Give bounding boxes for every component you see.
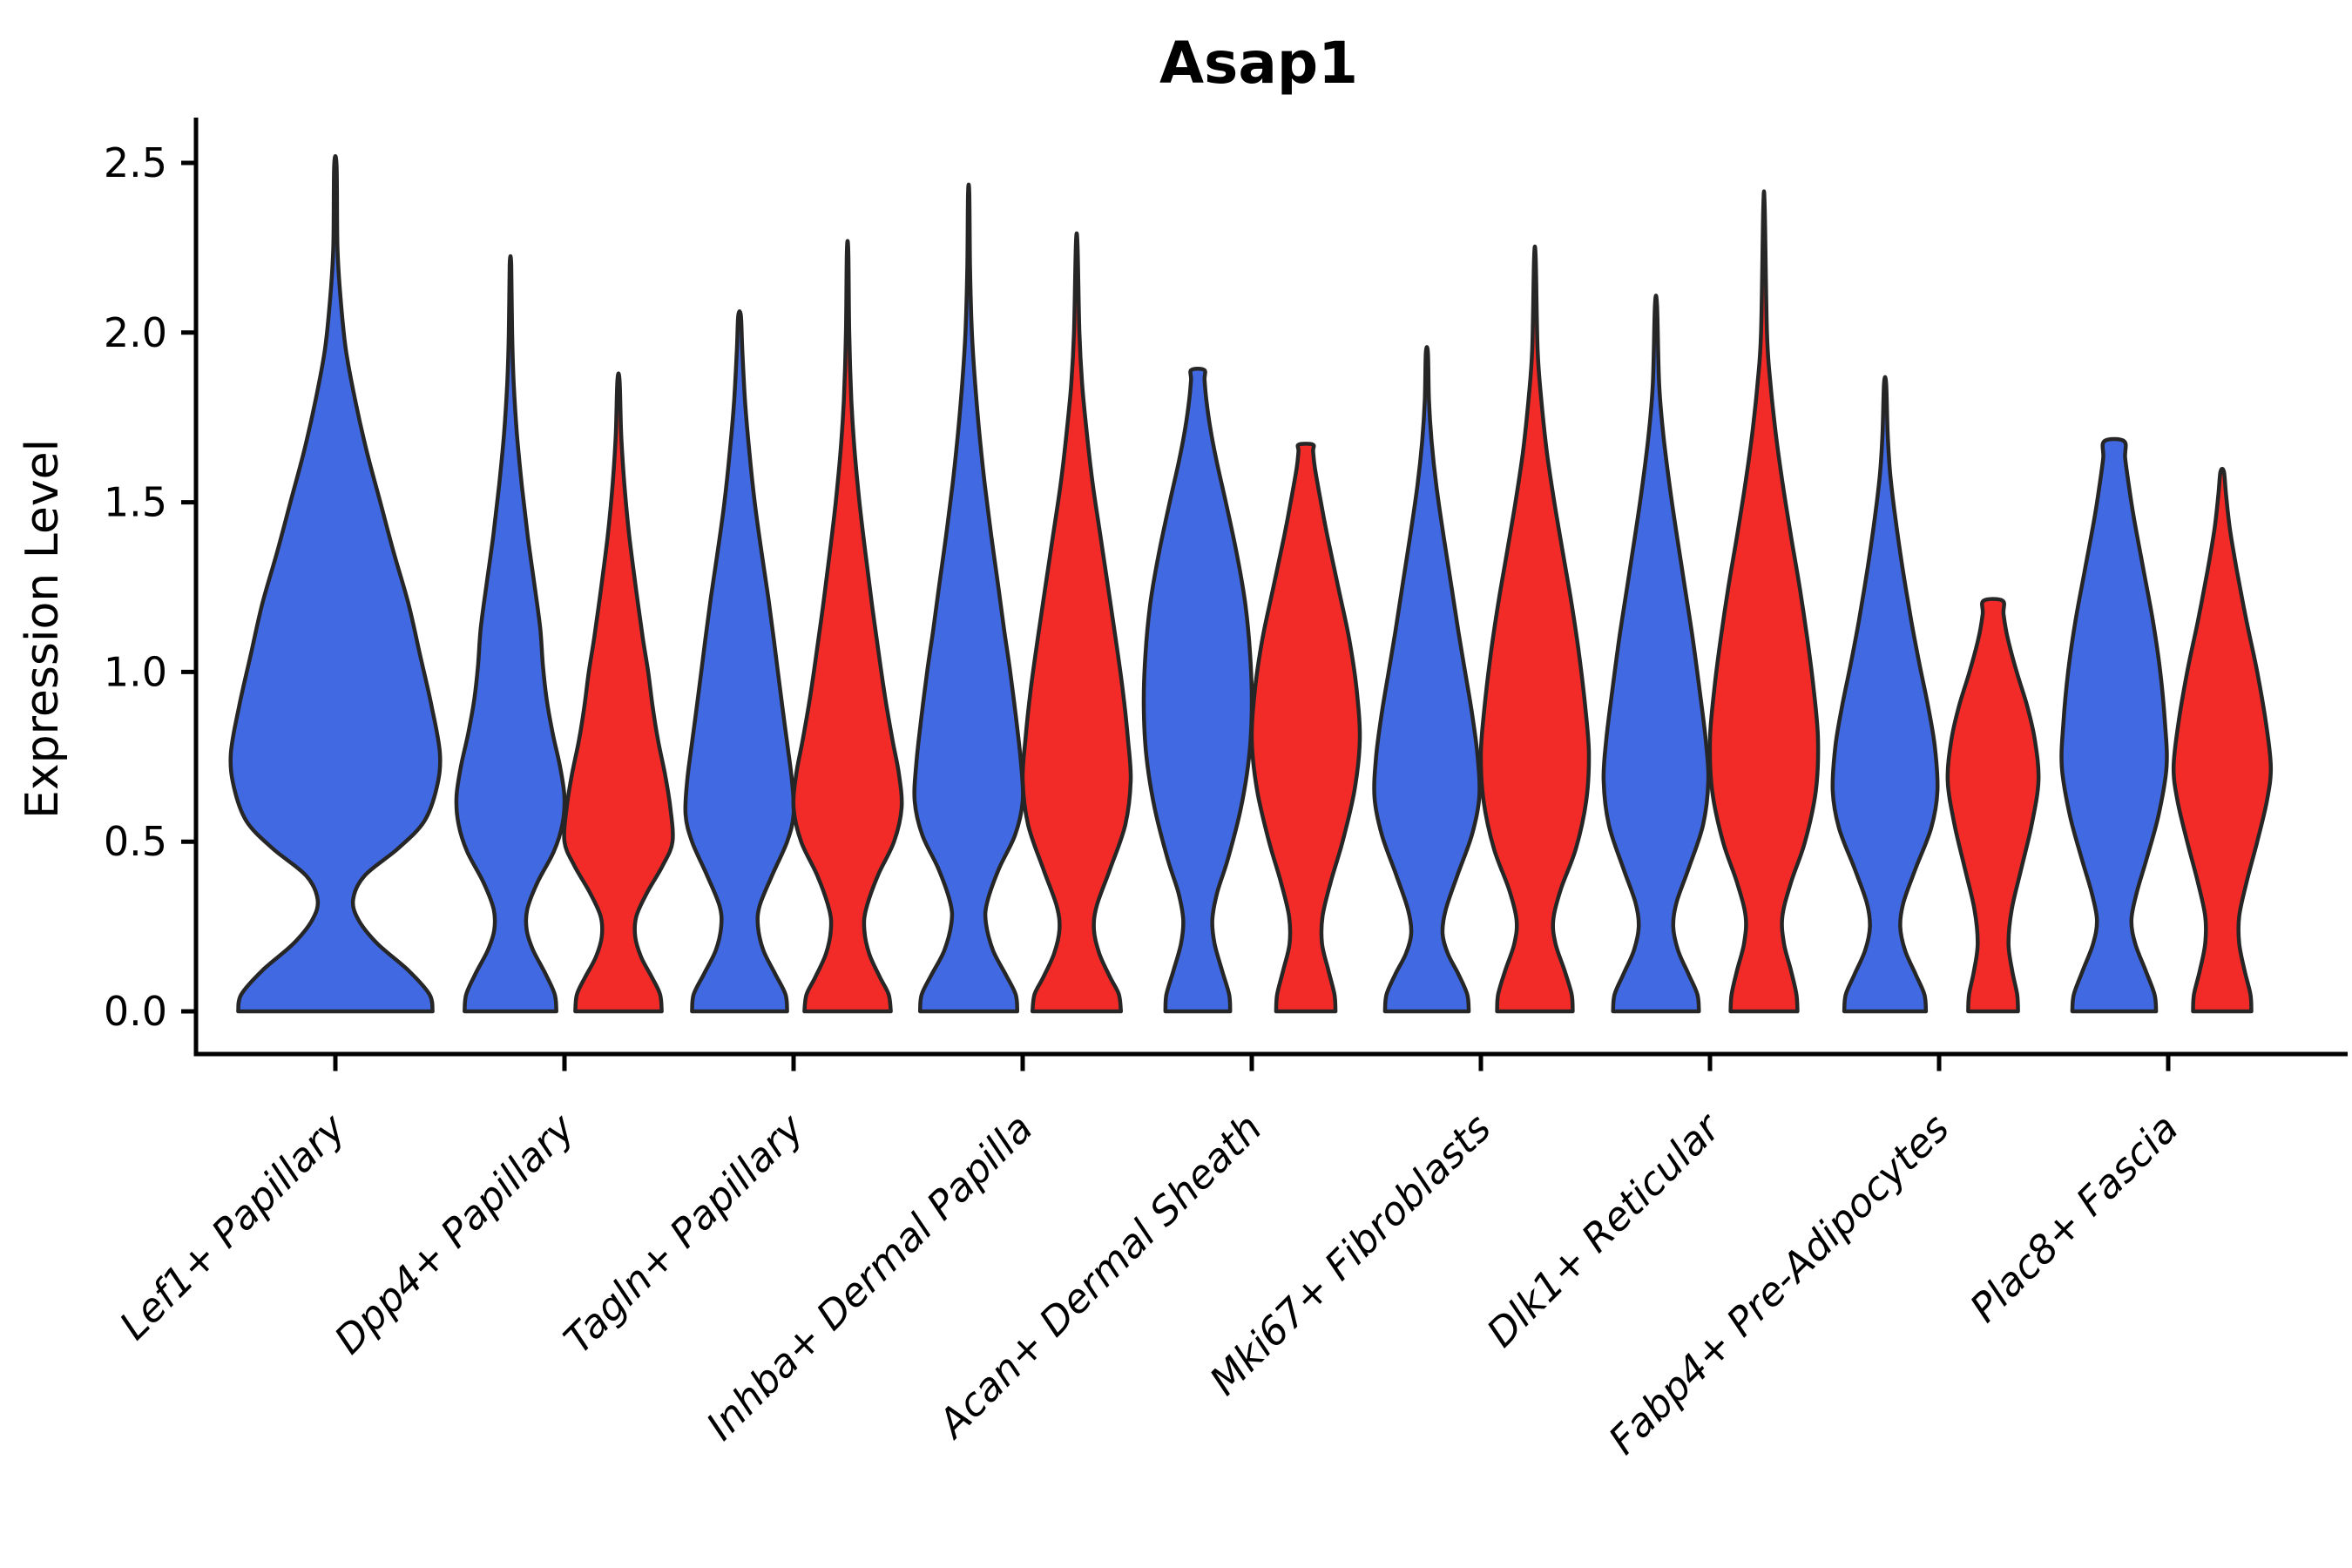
x-category-label-1: Dpp4+ Papillary — [326, 1104, 585, 1362]
violin-0-blue — [228, 153, 443, 1014]
violin-7-blue — [1830, 375, 1940, 1014]
violin-1-red — [562, 371, 675, 1014]
violin-4-red — [1249, 442, 1362, 1014]
violin-5-blue — [1372, 345, 1482, 1014]
x-category-label-0: Lef1+ Papillary — [111, 1104, 355, 1348]
x-category-label-8: Plac8+ Fascia — [1961, 1105, 2187, 1331]
y-axis-label: Expression Level — [17, 439, 69, 819]
violin-6-blue — [1601, 294, 1711, 1014]
y-tick-label: 0.0 — [104, 988, 167, 1035]
violin-2-blue — [683, 309, 796, 1014]
violin-5-red — [1478, 244, 1592, 1014]
violin-8-blue — [2059, 436, 2169, 1014]
violin-1-blue — [454, 253, 567, 1014]
y-tick-label: 2.0 — [104, 309, 167, 356]
chart-title: Asap1 — [1159, 30, 1358, 97]
x-category-label-2: Tagln+ Papillary — [555, 1104, 814, 1362]
violin-4-blue — [1141, 366, 1254, 1014]
violin-3-blue — [912, 182, 1025, 1014]
violin-8-red — [2171, 466, 2274, 1014]
y-tick-label: 0.5 — [104, 818, 167, 865]
violin-7-red — [1945, 597, 2041, 1014]
x-category-label-6: Dlk1+ Reticular — [1477, 1104, 1730, 1356]
violin-6-red — [1707, 189, 1821, 1014]
violin-3-red — [1020, 231, 1133, 1014]
violin-2-red — [791, 239, 904, 1014]
y-tick-label: 1.5 — [104, 479, 167, 526]
y-tick-label: 1.0 — [104, 648, 167, 695]
y-tick-label: 2.5 — [104, 139, 167, 186]
